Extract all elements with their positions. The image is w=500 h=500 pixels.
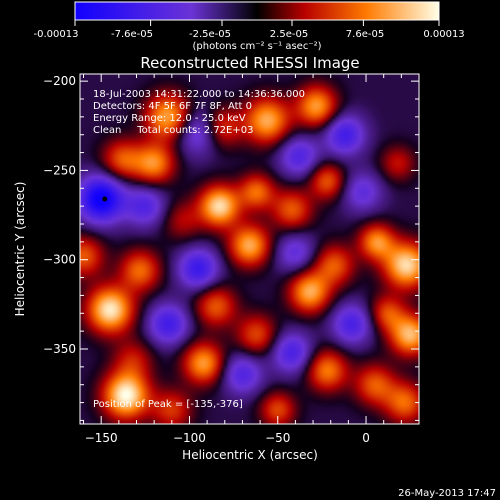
colorbar — [74, 1, 440, 21]
y-tick-label: −350 — [43, 342, 76, 356]
x-tick-label: 0 — [362, 431, 370, 445]
colorbar-ticks — [74, 20, 440, 26]
axis-ticks: −150 −100 −50 0 −200 −250 −300 −350 — [43, 74, 420, 445]
colorbar-tick-label: -7.6e-05 — [111, 29, 153, 40]
annotation-energy-range: Energy Range: 12.0 - 25.0 keV — [93, 113, 246, 124]
annotation-detectors: Detectors: 4F 5F 6F 7F 8F, Att 0 — [93, 101, 252, 112]
x-tick-label: −150 — [85, 431, 118, 445]
x-axis-label: Heliocentric X (arcsec) — [182, 448, 318, 462]
colorbar-tick-label: 0.00013 — [423, 29, 464, 40]
y-tick-label: −250 — [43, 163, 76, 177]
colorbar-tick-label: -0.00013 — [34, 29, 79, 40]
annotation-peak-position: Position of Peak = [-135,-376] — [93, 399, 243, 410]
annotation-clean-counts: Clean Total counts: 2.72E+03 — [93, 125, 253, 136]
plot-frame — [79, 73, 420, 425]
colorbar-tick-label: 7.6e-05 — [346, 29, 384, 40]
y-tick-label: −300 — [43, 253, 76, 267]
footer-timestamp: 26-May-2013 17:47 — [398, 488, 496, 499]
chart-title: Reconstructed RHESSI Image — [140, 54, 359, 72]
colorbar-tick-label: -2.5e-05 — [189, 29, 231, 40]
x-tick-label: −100 — [173, 431, 206, 445]
y-tick-label: −200 — [43, 74, 76, 88]
annotation-time-range: 18-Jul-2003 14:31:22.000 to 14:36:36.000 — [93, 89, 305, 100]
x-tick-label: −50 — [265, 431, 290, 445]
heatmap-image — [80, 74, 419, 424]
y-axis-label: Heliocentric Y (arcsec) — [13, 182, 27, 317]
colorbar-units: (photons cm⁻² s⁻¹ asec⁻²) — [192, 41, 321, 52]
colorbar-tick-label: 2.5e-05 — [270, 29, 308, 40]
peak-marker — [102, 196, 108, 202]
